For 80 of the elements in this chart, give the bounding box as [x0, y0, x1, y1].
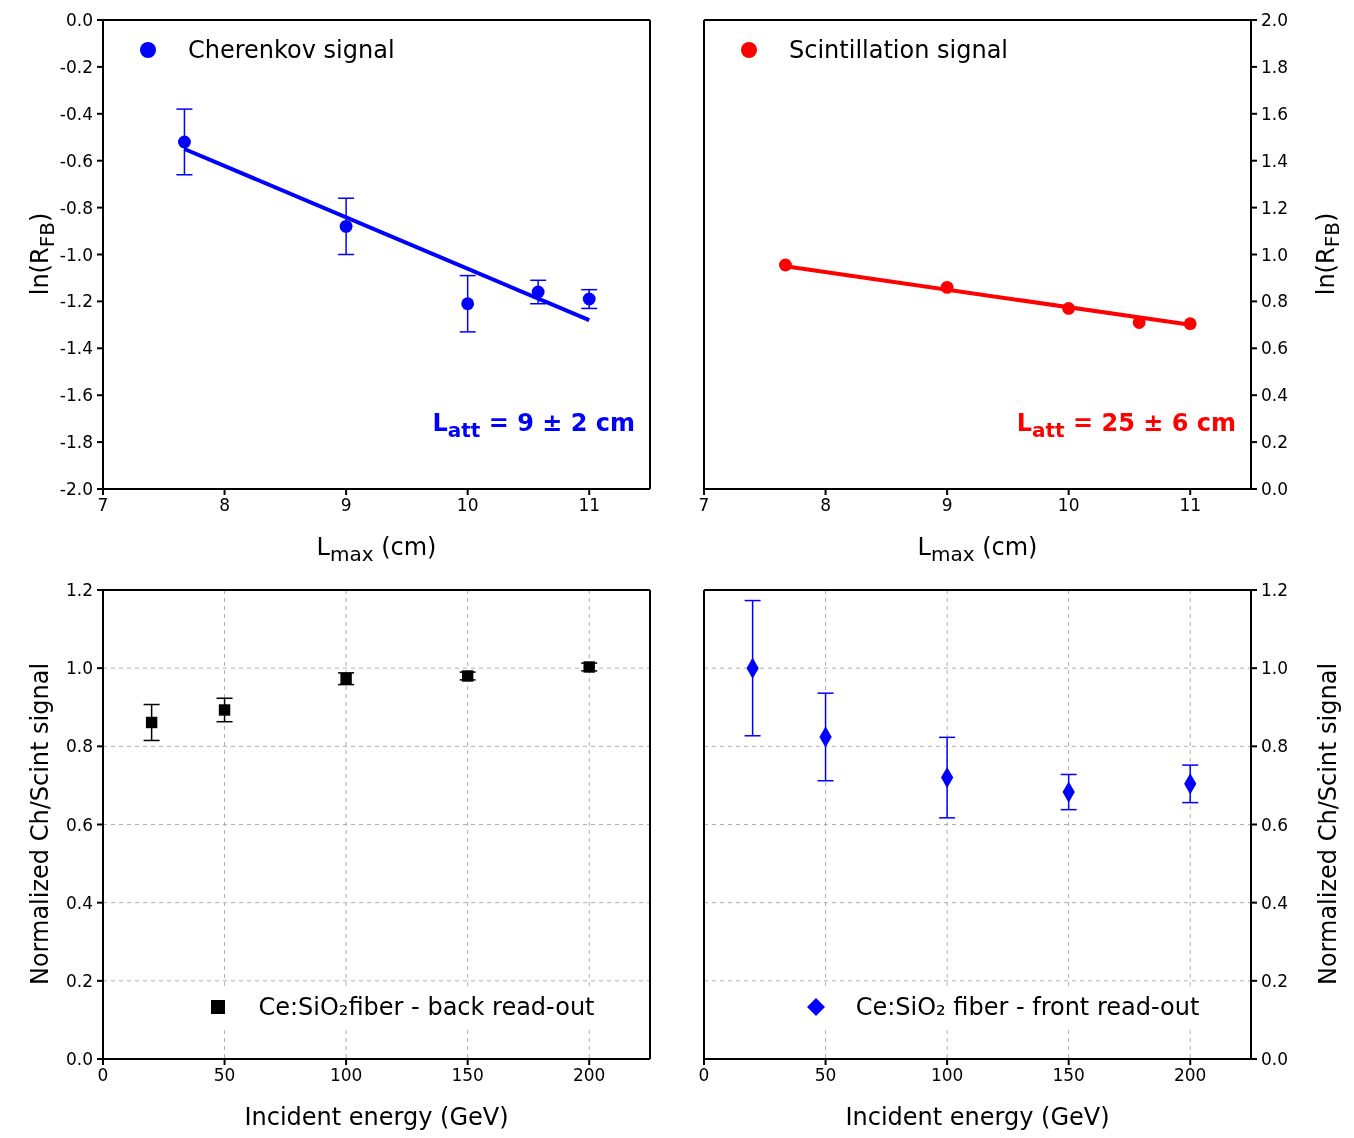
- y-tick-label: -0.2: [59, 56, 93, 77]
- x-tick-label: 100: [329, 1065, 363, 1086]
- x-tick-label: 8: [219, 495, 230, 516]
- y-tick-label: 1.2: [65, 580, 93, 601]
- y2-tick-label: 1.6: [1261, 103, 1289, 124]
- y-axis-title: Normalized Ch/Scint signal: [26, 662, 54, 985]
- x-tick-label: 10: [1057, 495, 1080, 516]
- y2-tick-label: 2.0: [1261, 10, 1289, 31]
- y-tick-label: -1.8: [59, 432, 93, 453]
- legend-label: Ce:SiO₂ fiber - front read-out: [855, 993, 1200, 1021]
- y2-tick-label: 1.0: [1261, 658, 1289, 679]
- x-tick-label: 150: [1052, 1065, 1085, 1086]
- x-tick-label: 7: [97, 495, 109, 516]
- y-tick-label: 0.8: [65, 736, 93, 757]
- y2-tick-label: 1.8: [1261, 56, 1289, 77]
- x-tick-label: 9: [941, 495, 953, 516]
- y-tick-label: -1.6: [59, 385, 93, 406]
- point: [1132, 316, 1146, 329]
- y2-tick-label: 0.0: [1261, 479, 1289, 500]
- y-tick-label: 1.0: [65, 658, 93, 679]
- y-tick-label: 0.0: [65, 10, 93, 31]
- y-tick-label: -0.8: [59, 197, 93, 218]
- y2-tick-label: 0.4: [1261, 385, 1289, 406]
- y2-tick-label: 1.2: [1261, 580, 1289, 601]
- y2-tick-label: 0.0: [1261, 1049, 1289, 1070]
- y-tick-label: -2.0: [59, 479, 93, 500]
- point: [178, 135, 191, 149]
- point: [145, 716, 158, 729]
- point: [461, 297, 475, 311]
- y2-tick-label: 0.8: [1261, 736, 1289, 757]
- point: [531, 285, 545, 299]
- y-tick-label: -1.2: [59, 291, 93, 312]
- y2-tick-label: 0.2: [1261, 970, 1289, 991]
- point: [940, 280, 954, 294]
- point: [582, 292, 596, 306]
- x-tick-label: 8: [820, 495, 831, 516]
- x-tick-label: 9: [340, 495, 352, 516]
- y-tick-label: -1.0: [59, 244, 93, 265]
- point: [218, 704, 231, 716]
- x-tick-label: 200: [1174, 1065, 1207, 1086]
- y-tick-label: 0.6: [65, 814, 93, 835]
- y-tick-label: 0.0: [65, 1049, 93, 1070]
- x-tick-label: 0: [97, 1065, 109, 1086]
- y2-tick-label: 1.4: [1261, 150, 1289, 171]
- legend-label: Cherenkov signal: [188, 36, 395, 64]
- y-tick-label: 0.2: [65, 970, 93, 991]
- x-tick-label: 50: [814, 1065, 837, 1086]
- annotation: L$_{att}$ = 9 ± 2 cm: [432, 409, 635, 442]
- annotation: L$_{att}$ = 25 ± 6 cm: [1016, 409, 1236, 442]
- y2-tick-label: 0.6: [1261, 338, 1289, 359]
- legend-label: Scintillation signal: [789, 36, 1009, 64]
- point: [339, 219, 353, 233]
- legend-label: Ce:SiO₂fiber - back read-out: [258, 993, 595, 1021]
- y-tick-label: -0.6: [59, 150, 93, 171]
- x-tick-label: 0: [698, 1065, 710, 1086]
- y2-tick-label: 0.4: [1261, 892, 1289, 913]
- x-tick-label: 7: [698, 495, 710, 516]
- x-tick-label: 10: [456, 495, 479, 516]
- y-tick-label: 0.4: [65, 892, 93, 913]
- x-tick-label: 200: [573, 1065, 606, 1086]
- x-axis-title: Incident energy (GeV): [244, 1103, 509, 1131]
- y2-tick-label: 0.8: [1261, 291, 1289, 312]
- y2-tick-label: 1.0: [1261, 244, 1289, 265]
- x-tick-label: 11: [578, 495, 601, 516]
- x-axis-title: L$_{max}$ (cm): [316, 533, 437, 566]
- y2-axis-title: Normalized Ch/Scint signal: [1314, 662, 1342, 985]
- x-tick-label: 50: [213, 1065, 236, 1086]
- x-tick-label: 100: [930, 1065, 964, 1086]
- y-tick-label: -0.4: [59, 103, 93, 124]
- x-tick-label: 150: [451, 1065, 484, 1086]
- point: [1062, 302, 1076, 315]
- x-axis-title: Incident energy (GeV): [845, 1103, 1110, 1131]
- x-axis-title: L$_{max}$ (cm): [917, 533, 1038, 566]
- y2-tick-label: 1.2: [1261, 197, 1289, 218]
- x-tick-label: 11: [1179, 495, 1202, 516]
- y2-tick-label: 0.2: [1261, 432, 1289, 453]
- point: [779, 258, 792, 272]
- y2-tick-label: 0.6: [1261, 814, 1289, 835]
- y-tick-label: -1.4: [59, 338, 93, 359]
- point: [1183, 317, 1197, 331]
